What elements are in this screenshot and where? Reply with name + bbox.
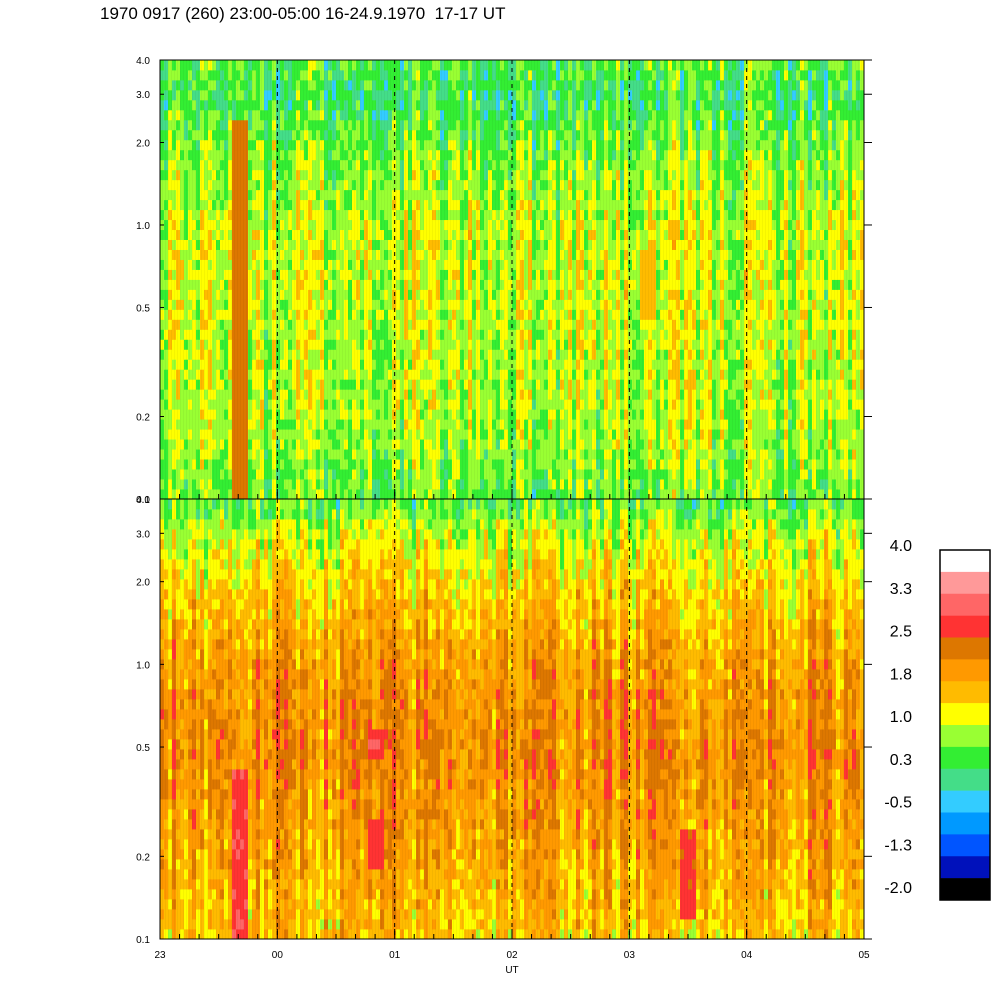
figure-title: 1970 0917 (260) 23:00-05:00 16-24.9.1970… (100, 4, 506, 23)
upper-spectrogram-panel: 0.10.20.51.02.03.04.0 (136, 56, 872, 506)
